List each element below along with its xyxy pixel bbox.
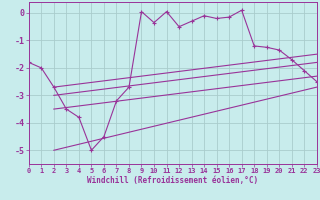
X-axis label: Windchill (Refroidissement éolien,°C): Windchill (Refroidissement éolien,°C) bbox=[87, 176, 258, 185]
